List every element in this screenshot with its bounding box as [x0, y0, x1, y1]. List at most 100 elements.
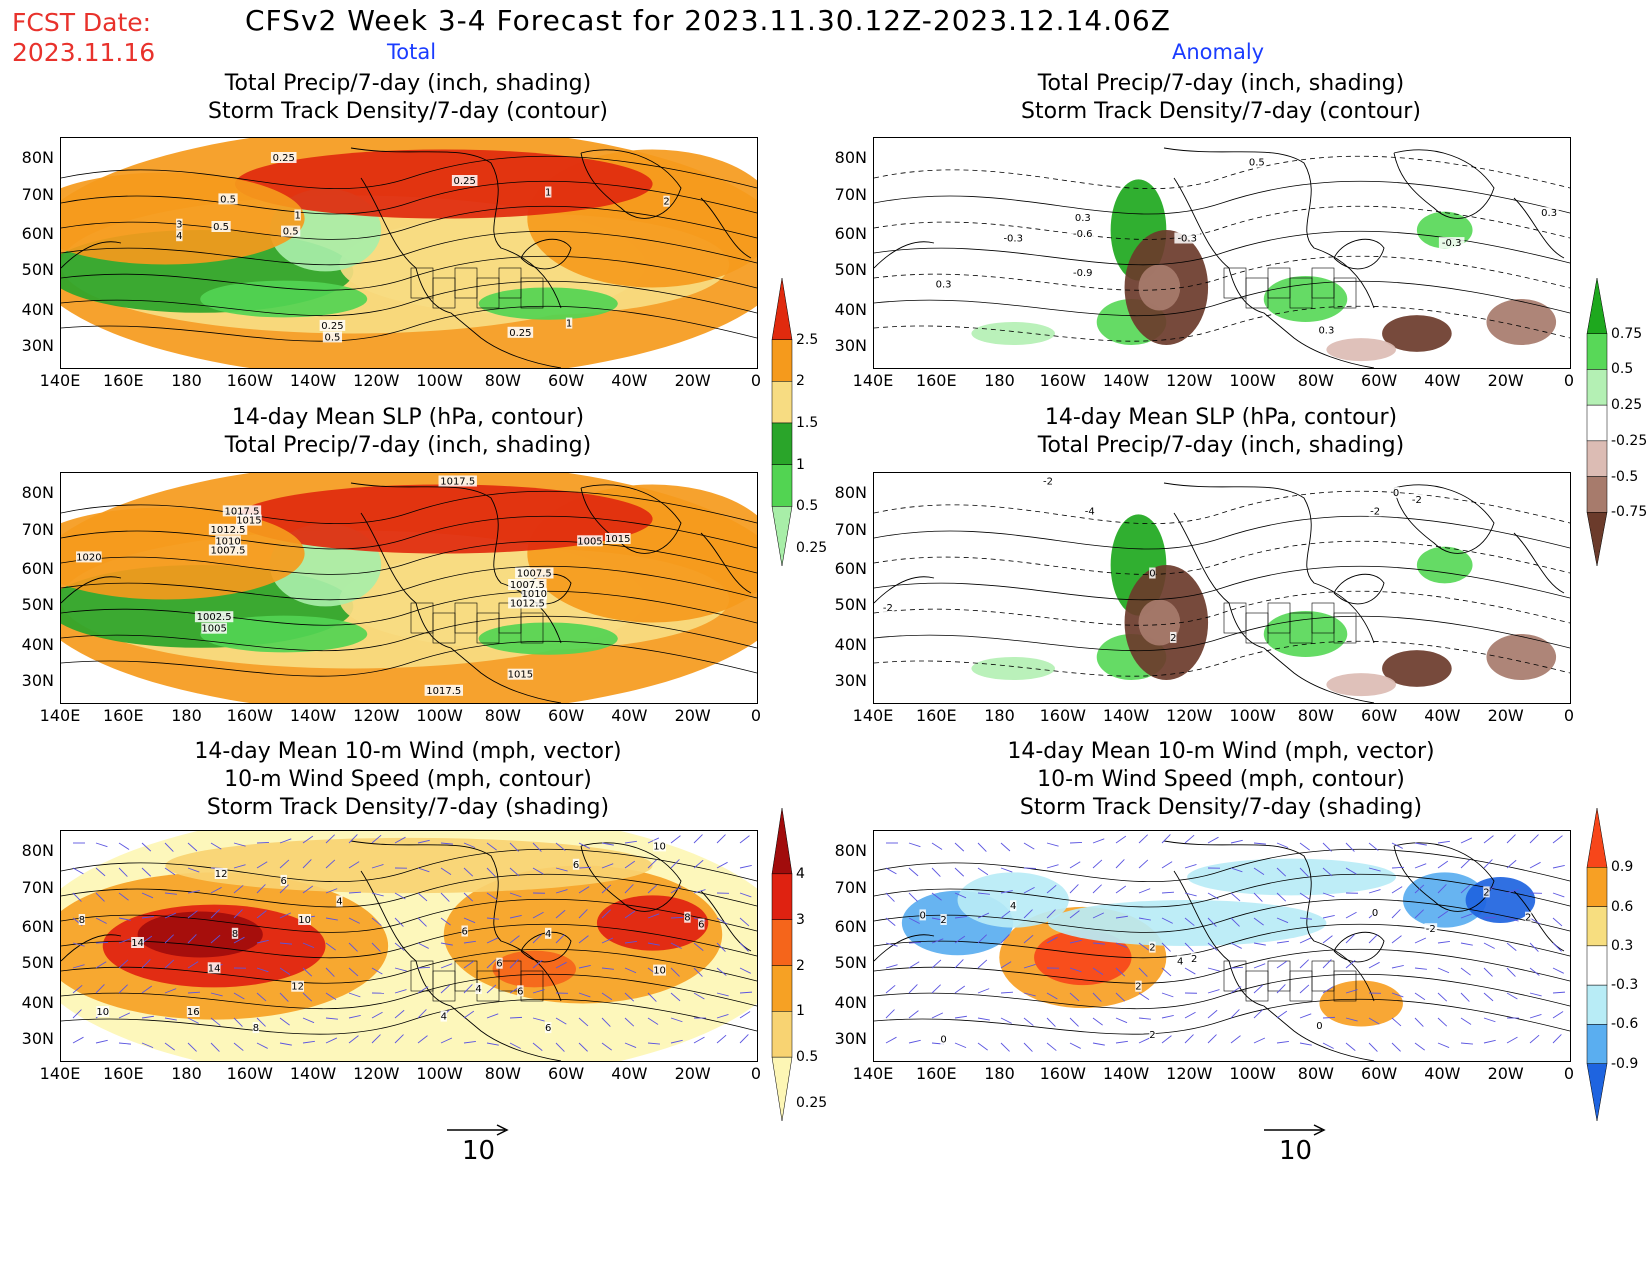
lon-tick-label: 0: [750, 371, 762, 390]
wind-vector: [624, 1042, 637, 1048]
wind-vector: [164, 934, 174, 944]
state-boundary: [520, 277, 544, 309]
wind-vector: [141, 1042, 154, 1049]
lon-tick-label: 60W: [1361, 371, 1398, 390]
contour-label-bg: [1539, 207, 1559, 219]
wind-vector: [1000, 934, 1010, 944]
wind-vector: [1506, 942, 1517, 951]
coastline: [700, 890, 752, 952]
contour-label: 1015: [605, 534, 630, 545]
contour-label-bg: [521, 588, 548, 600]
wind-vector: [1207, 1009, 1218, 1019]
fcst-label: FCST Date:: [12, 8, 152, 37]
colorbar-swatch: [1586, 945, 1608, 986]
wind-vector: [348, 1014, 361, 1019]
wind-vector: [693, 1036, 705, 1044]
contour-label: 10: [653, 966, 666, 977]
lat-tick-label: 50N: [21, 260, 54, 280]
contour-line: [61, 998, 757, 1035]
wind-vector: [440, 1037, 453, 1044]
lat-tick-label: 40N: [834, 299, 867, 319]
wind-vector: [486, 867, 496, 877]
wind-vector: [1253, 867, 1265, 875]
wind-vector: [1460, 992, 1470, 1002]
lat-tick-label: 40N: [21, 992, 54, 1012]
wind-vector: [302, 967, 313, 977]
contour-label: 4: [176, 231, 182, 242]
coastline: [1513, 532, 1565, 594]
colorbar-precip_total: [771, 278, 793, 567]
wind-vector: [1391, 965, 1404, 969]
contour-label: 14: [131, 938, 144, 949]
contour-label: 4: [475, 984, 481, 995]
lon-tick-label: 0: [750, 706, 762, 725]
wind-vector: [885, 1009, 895, 1019]
wind-vector: [486, 892, 498, 901]
wind-vector: [1276, 867, 1287, 877]
wind-vector: [72, 964, 85, 969]
wind-vector: [739, 917, 750, 927]
wind-vector: [187, 991, 201, 994]
wind-vector: [256, 1017, 266, 1027]
contour-label: -0.3: [1177, 234, 1197, 245]
wind-vector: [601, 863, 614, 869]
lon-tick-label: 20W: [1487, 1064, 1524, 1083]
contour-label-bg: [1424, 923, 1438, 935]
contour-label-bg: [201, 622, 227, 634]
shading-region: [234, 484, 653, 554]
contour-label-bg: [1177, 955, 1184, 967]
wind-vector: [1184, 1034, 1194, 1044]
coastline: [1333, 931, 1385, 963]
contour-label-bg: [214, 868, 228, 879]
wind-vector: [1092, 912, 1105, 919]
contour-label: 10: [96, 1007, 109, 1018]
contour-label: 0.3: [1541, 208, 1557, 219]
wind-vector: [1115, 915, 1128, 919]
wind-vector: [256, 861, 268, 869]
lon-tick-label: 160W: [1039, 371, 1086, 390]
wind-vector: [1391, 886, 1403, 894]
lon-tick-label: 100W: [1229, 371, 1276, 390]
contour-label-bg: [1041, 475, 1055, 487]
wind-vector: [233, 884, 244, 894]
wind-vector: [141, 867, 152, 877]
wind-vector: [279, 912, 292, 919]
wind-vector: [1069, 967, 1082, 973]
wind-vector: [394, 967, 407, 972]
colorbar-label: 2.5: [796, 331, 819, 348]
wind-vector: [739, 1034, 749, 1044]
wind-vector: [555, 889, 568, 894]
wind-vector: [739, 942, 749, 952]
contour-label-bg: [1316, 324, 1336, 336]
wind-vector: [1161, 992, 1174, 998]
wind-vector: [1368, 1042, 1378, 1052]
wind-vector: [1276, 1040, 1289, 1044]
wind-vector: [325, 967, 335, 977]
wind-vector: [1391, 842, 1403, 849]
wind-vector: [1138, 1037, 1151, 1044]
wind-vector: [532, 989, 545, 994]
wind-vector: [233, 992, 245, 1000]
wind-vector: [578, 1042, 588, 1052]
wind-vector: [1322, 1042, 1334, 1049]
wind-vector: [509, 1042, 521, 1049]
wind-vector: [1437, 967, 1450, 974]
wind-vector: [1368, 1017, 1380, 1025]
wind-vector: [1276, 917, 1289, 924]
contour-label: 1: [566, 319, 572, 330]
wind-vector: [1046, 936, 1058, 944]
map-p3: 1017.5 1017.5 1015 1012.5 1010 1007.5 1005 1020…: [60, 472, 758, 704]
state-boundary: [1289, 970, 1313, 1002]
lat-tick-label: 40N: [21, 634, 54, 654]
lon-tick-label: 160E: [915, 1064, 957, 1083]
wind-vector: [1092, 884, 1102, 894]
wind-vector: [1138, 942, 1149, 951]
wind-vector: [647, 1042, 660, 1045]
wind-vector: [486, 984, 497, 994]
wind-vector: [1253, 917, 1264, 926]
wind-vector: [1046, 864, 1059, 869]
contour-label-bg: [291, 980, 305, 992]
wind-vector: [325, 1037, 338, 1044]
wind-vector: [1161, 834, 1171, 844]
shading-region: [1326, 673, 1396, 697]
